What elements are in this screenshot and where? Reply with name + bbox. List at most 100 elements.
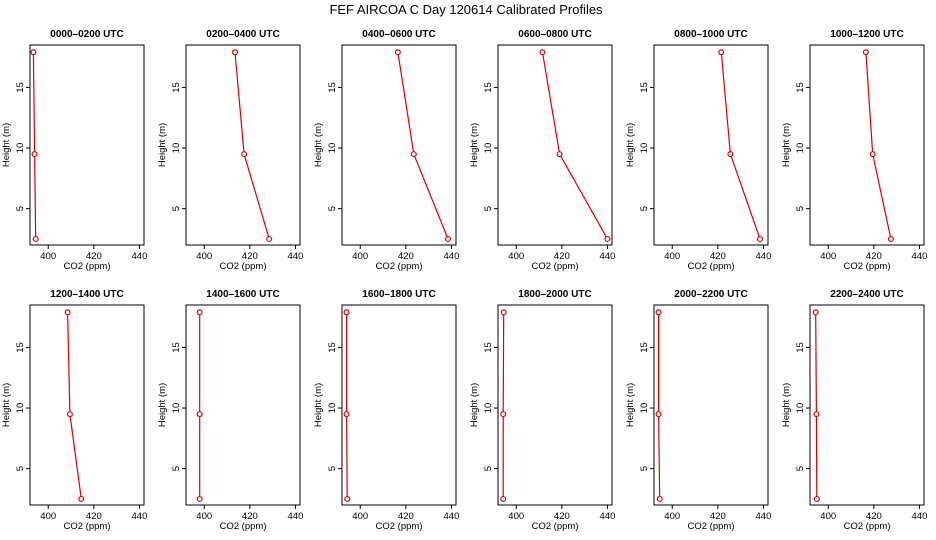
plot-frame xyxy=(29,304,145,506)
x-axis-label: CO2 (ppm) xyxy=(688,261,735,272)
y-tick-label: 10 xyxy=(171,143,182,154)
profile-line xyxy=(234,52,270,240)
x-tick-label: 400 xyxy=(196,511,212,522)
data-point xyxy=(343,411,350,418)
plot-frame xyxy=(653,44,769,246)
panel-title: 1400–1600 UTC xyxy=(206,289,279,300)
profile-line xyxy=(865,52,892,240)
data-point xyxy=(232,49,239,56)
x-axis-label: CO2 (ppm) xyxy=(844,261,891,272)
y-tick-label: 5 xyxy=(15,466,26,471)
panel-2: 0200–0400 UTC 400 420 440 5 10 15 CO2 (ppm) Heig… xyxy=(157,29,303,272)
x-tick-label: 400 xyxy=(196,251,212,262)
profile-line xyxy=(397,52,449,240)
panel-title: 0200–0400 UTC xyxy=(206,29,279,40)
data-point xyxy=(241,151,248,158)
x-axis-label: CO2 (ppm) xyxy=(220,521,267,532)
panel-title: 1600–1800 UTC xyxy=(362,289,435,300)
y-axis-label: Height (m) xyxy=(1,383,12,427)
y-axis-label: Height (m) xyxy=(157,123,168,167)
data-point xyxy=(718,49,725,56)
y-tick-label: 10 xyxy=(15,143,26,154)
y-tick-label: 5 xyxy=(483,466,494,471)
data-point xyxy=(410,151,417,158)
y-tick-label: 5 xyxy=(795,466,806,471)
data-point xyxy=(656,495,663,502)
y-axis-label: Height (m) xyxy=(469,123,480,167)
profile-line xyxy=(541,52,608,240)
y-tick-label: 5 xyxy=(483,206,494,211)
y-tick-label: 10 xyxy=(795,143,806,154)
y-axis-label: Height (m) xyxy=(781,123,792,167)
profile-line xyxy=(67,312,82,499)
data-point xyxy=(539,49,546,56)
y-tick-label: 5 xyxy=(327,206,338,211)
y-tick-label: 15 xyxy=(483,342,494,353)
plot-frame xyxy=(341,304,457,506)
data-point xyxy=(64,309,71,316)
plot-frame xyxy=(809,44,925,246)
y-tick-label: 15 xyxy=(327,82,338,93)
panel-9: 1600–1800 UTC 400 420 440 5 10 15 CO2 (ppm) Heig… xyxy=(313,289,459,532)
y-tick-label: 10 xyxy=(15,403,26,414)
y-axis-label: Height (m) xyxy=(625,383,636,427)
data-point xyxy=(869,151,876,158)
y-axis-label: Height (m) xyxy=(313,123,324,167)
data-point xyxy=(862,49,869,56)
x-tick-label: 440 xyxy=(444,511,460,522)
data-point xyxy=(32,235,39,242)
plot-frame xyxy=(497,44,613,246)
data-point xyxy=(78,495,85,502)
data-point xyxy=(655,411,662,418)
panel-8: 1400–1600 UTC 400 420 440 5 10 15 CO2 (ppm) Heig… xyxy=(157,289,303,532)
y-tick-label: 15 xyxy=(327,342,338,353)
data-point xyxy=(196,411,203,418)
panel-12: 2200–2400 UTC 400 420 440 5 10 15 CO2 (ppm) Heig… xyxy=(781,289,927,532)
x-tick-label: 440 xyxy=(912,251,928,262)
panel-5: 0800–1000 UTC 400 420 440 5 10 15 CO2 (ppm) Heig… xyxy=(625,29,771,272)
x-tick-label: 400 xyxy=(820,251,836,262)
panel-6: 1000–1200 UTC 400 420 440 5 10 15 CO2 (ppm) Heig… xyxy=(781,29,927,272)
data-point xyxy=(813,495,820,502)
x-tick-label: 400 xyxy=(820,511,836,522)
x-tick-label: 440 xyxy=(288,511,304,522)
x-tick-label: 440 xyxy=(132,251,148,262)
x-tick-label: 440 xyxy=(600,511,616,522)
x-tick-label: 400 xyxy=(508,251,524,262)
x-axis-label: CO2 (ppm) xyxy=(64,521,111,532)
data-point xyxy=(500,411,507,418)
y-tick-label: 15 xyxy=(483,82,494,93)
plot-frame xyxy=(809,304,925,506)
y-tick-label: 5 xyxy=(15,206,26,211)
y-tick-label: 15 xyxy=(171,342,182,353)
panel-title: 0800–1000 UTC xyxy=(674,29,747,40)
x-axis-label: CO2 (ppm) xyxy=(220,261,267,272)
data-point xyxy=(66,411,73,418)
data-point xyxy=(30,49,37,56)
panel-title: 2200–2400 UTC xyxy=(830,289,903,300)
x-tick-label: 440 xyxy=(756,251,772,262)
y-axis-label: Height (m) xyxy=(313,383,324,427)
data-point xyxy=(500,309,507,316)
data-point xyxy=(887,235,894,242)
x-tick-label: 440 xyxy=(288,251,304,262)
x-tick-label: 400 xyxy=(40,511,56,522)
y-tick-label: 5 xyxy=(171,466,182,471)
y-tick-label: 10 xyxy=(483,403,494,414)
data-point xyxy=(394,49,401,56)
x-tick-label: 440 xyxy=(132,511,148,522)
plot-frame xyxy=(497,304,613,506)
x-axis-label: CO2 (ppm) xyxy=(532,521,579,532)
data-point xyxy=(196,495,203,502)
panel-11: 2000–2200 UTC 400 420 440 5 10 15 CO2 (ppm) Heig… xyxy=(625,289,771,532)
plot-frame xyxy=(341,44,457,246)
x-tick-label: 420 xyxy=(866,251,882,262)
panel-title: 0600–0800 UTC xyxy=(518,29,591,40)
y-tick-label: 15 xyxy=(639,82,650,93)
y-tick-label: 5 xyxy=(795,206,806,211)
profile-line xyxy=(720,52,761,240)
data-point xyxy=(604,235,611,242)
data-point xyxy=(500,495,507,502)
panel-title: 0000–0200 UTC xyxy=(50,29,123,40)
